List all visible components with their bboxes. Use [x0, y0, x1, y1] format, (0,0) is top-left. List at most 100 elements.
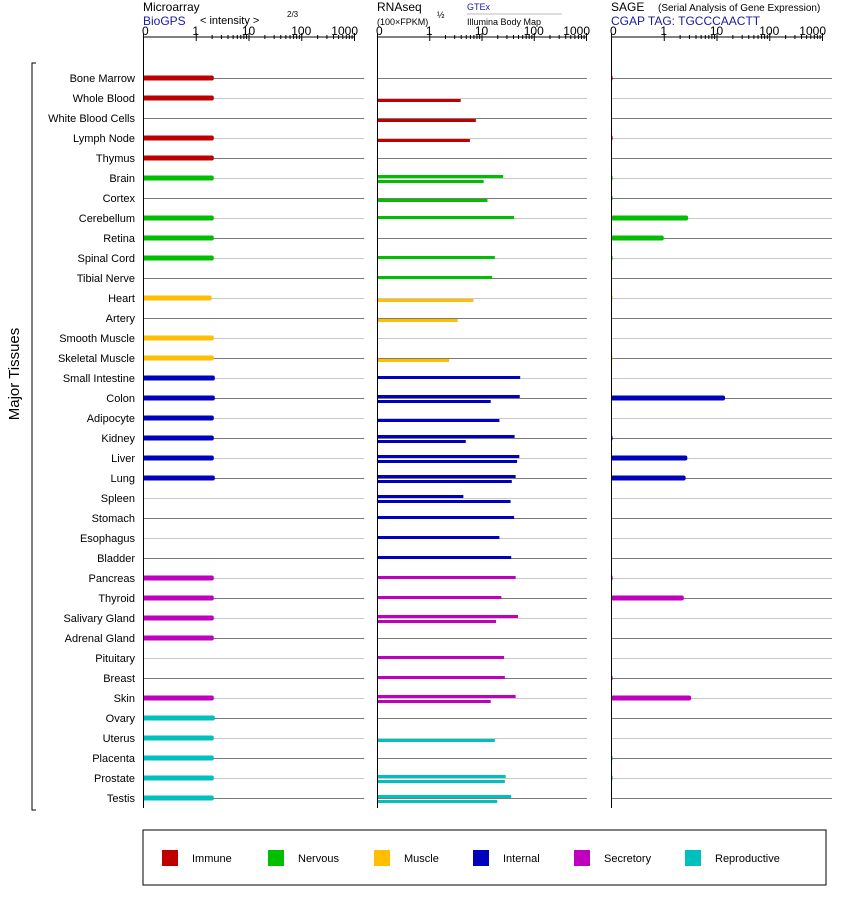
tissue-label: Skeletal Muscle: [58, 353, 135, 365]
tissue-label: White Blood Cells: [48, 113, 135, 125]
legend: Immune Nervous Muscle Internal Secretory Repr…: [162, 850, 780, 866]
legend-swatch: [685, 850, 701, 866]
tissue-label: Thyroid: [98, 593, 135, 605]
legend-label: Nervous: [298, 853, 339, 865]
sage-bar: [611, 475, 686, 481]
tissue-bracket: [31, 62, 36, 811]
microarray-bar: [143, 695, 214, 701]
tissue-label: Kidney: [101, 433, 135, 445]
tissue-label: Liver: [111, 453, 135, 465]
microarray-title: Microarray: [143, 0, 200, 14]
rnaseq-bar-gtex: [377, 276, 493, 279]
legend-label: Immune: [192, 853, 232, 865]
tissue-label: Breast: [103, 673, 135, 685]
rnaseq-bar-gtex: [377, 435, 515, 438]
x-tick-label: 10: [475, 24, 489, 38]
legend-swatch: [162, 850, 178, 866]
tissue-label: Pituitary: [95, 653, 135, 665]
microarray-bar: [143, 735, 214, 741]
sage-tag: CGAP TAG: TGCCCAACTT: [611, 14, 761, 28]
x-tick-label: 1000: [331, 24, 358, 38]
microarray-bar: [143, 215, 214, 221]
tissue-label: Cerebellum: [79, 213, 135, 225]
sage-bar: [611, 695, 692, 701]
legend-item: Internal: [473, 850, 540, 866]
tissue-label: Bone Marrow: [70, 73, 135, 85]
tissue-label: Lung: [111, 473, 135, 485]
microarray-unit: < intensity >: [200, 15, 259, 27]
tissue-label: Uterus: [103, 733, 136, 745]
rnaseq-bar-gtex: [377, 615, 519, 618]
legend-label: Muscle: [404, 853, 439, 865]
legend-item: Immune: [162, 850, 232, 866]
rnaseq-bar-gtex: [377, 556, 512, 559]
tissue-label: Brain: [109, 173, 135, 185]
rnaseq-bar-ibm: [377, 359, 450, 362]
x-tick-label: 0: [376, 24, 383, 38]
tissue-label: Placenta: [92, 753, 136, 765]
rnaseq-bar-gtex: [377, 516, 515, 519]
microarray-bar: [143, 475, 215, 481]
x-tick-label: 100: [759, 24, 779, 38]
rnaseq-source-ibm: Illumina Body Map: [467, 17, 541, 27]
microarray-unit-exponent: 2/3: [287, 10, 299, 19]
x-tick-label: 0: [142, 24, 149, 38]
microarray-bar: [143, 95, 214, 101]
microarray-bar: [143, 435, 214, 441]
x-tick-label: 0: [610, 24, 617, 38]
x-tick-label: 100: [524, 24, 544, 38]
legend-swatch: [268, 850, 284, 866]
microarray-bar: [143, 235, 214, 241]
tissue-label: Bladder: [97, 553, 135, 565]
x-tick-label: 10: [242, 24, 256, 38]
rnaseq-bar-ibm: [377, 440, 466, 443]
rnaseq-bar-gtex: [377, 676, 505, 679]
x-tick-label: 1000: [799, 24, 826, 38]
sage-subtitle: (Serial Analysis of Gene Expression): [658, 3, 820, 14]
rnaseq-bar-ibm: [377, 620, 497, 623]
rnaseq-bar-gtex: [377, 395, 520, 398]
microarray-bar: [143, 455, 214, 461]
axis-layer: 0 1 10 100 1000 0 1 10 100 1000 0 1 10 100 1000: [142, 24, 826, 808]
microarray-bar: [143, 615, 214, 621]
microarray-bar: [143, 295, 212, 301]
rnaseq-bar-gtex: [377, 256, 495, 259]
sage-bar: [611, 595, 684, 601]
rnaseq-bar-ibm: [377, 319, 458, 322]
microarray-bar: [143, 335, 214, 341]
tissue-label: Cortex: [103, 193, 136, 205]
microarray-bar: [143, 635, 214, 641]
bar-layer: [143, 75, 726, 803]
rnaseq-bar-ibm: [377, 460, 518, 463]
microarray-bar: [143, 75, 214, 81]
microarray-bar: [143, 255, 214, 261]
rnaseq-bar-ibm: [377, 119, 476, 122]
sage-bar: [611, 455, 688, 461]
rnaseq-title: RNAseq: [377, 0, 422, 14]
x-tick-label: 10: [710, 24, 724, 38]
tissue-label: Testis: [107, 793, 136, 805]
microarray-bar: [143, 715, 215, 721]
rnaseq-bar-ibm: [377, 739, 495, 742]
rnaseq-bar-ibm: [377, 139, 470, 142]
tissue-label: Spinal Cord: [78, 253, 135, 265]
tissue-label: Adrenal Gland: [65, 633, 135, 645]
tissue-label: Colon: [106, 393, 135, 405]
microarray-bar: [143, 155, 214, 161]
legend-swatch: [574, 850, 590, 866]
tissue-label: Smooth Muscle: [59, 333, 135, 345]
tissue-label: Small Intestine: [63, 373, 135, 385]
legend-swatch: [374, 850, 390, 866]
rnaseq-bar-gtex: [377, 376, 521, 379]
legend-item: Reproductive: [685, 850, 780, 866]
microarray-bar: [143, 595, 214, 601]
legend-label: Secretory: [604, 853, 652, 865]
tissue-label: Lymph Node: [73, 133, 135, 145]
microarray-bar: [143, 575, 214, 581]
rnaseq-bar-gtex: [377, 175, 504, 178]
tissue-label: Skin: [114, 693, 135, 705]
rnaseq-bar-gtex: [377, 495, 464, 498]
x-tick-label: 100: [291, 24, 311, 38]
grid-layer: [143, 78, 832, 799]
